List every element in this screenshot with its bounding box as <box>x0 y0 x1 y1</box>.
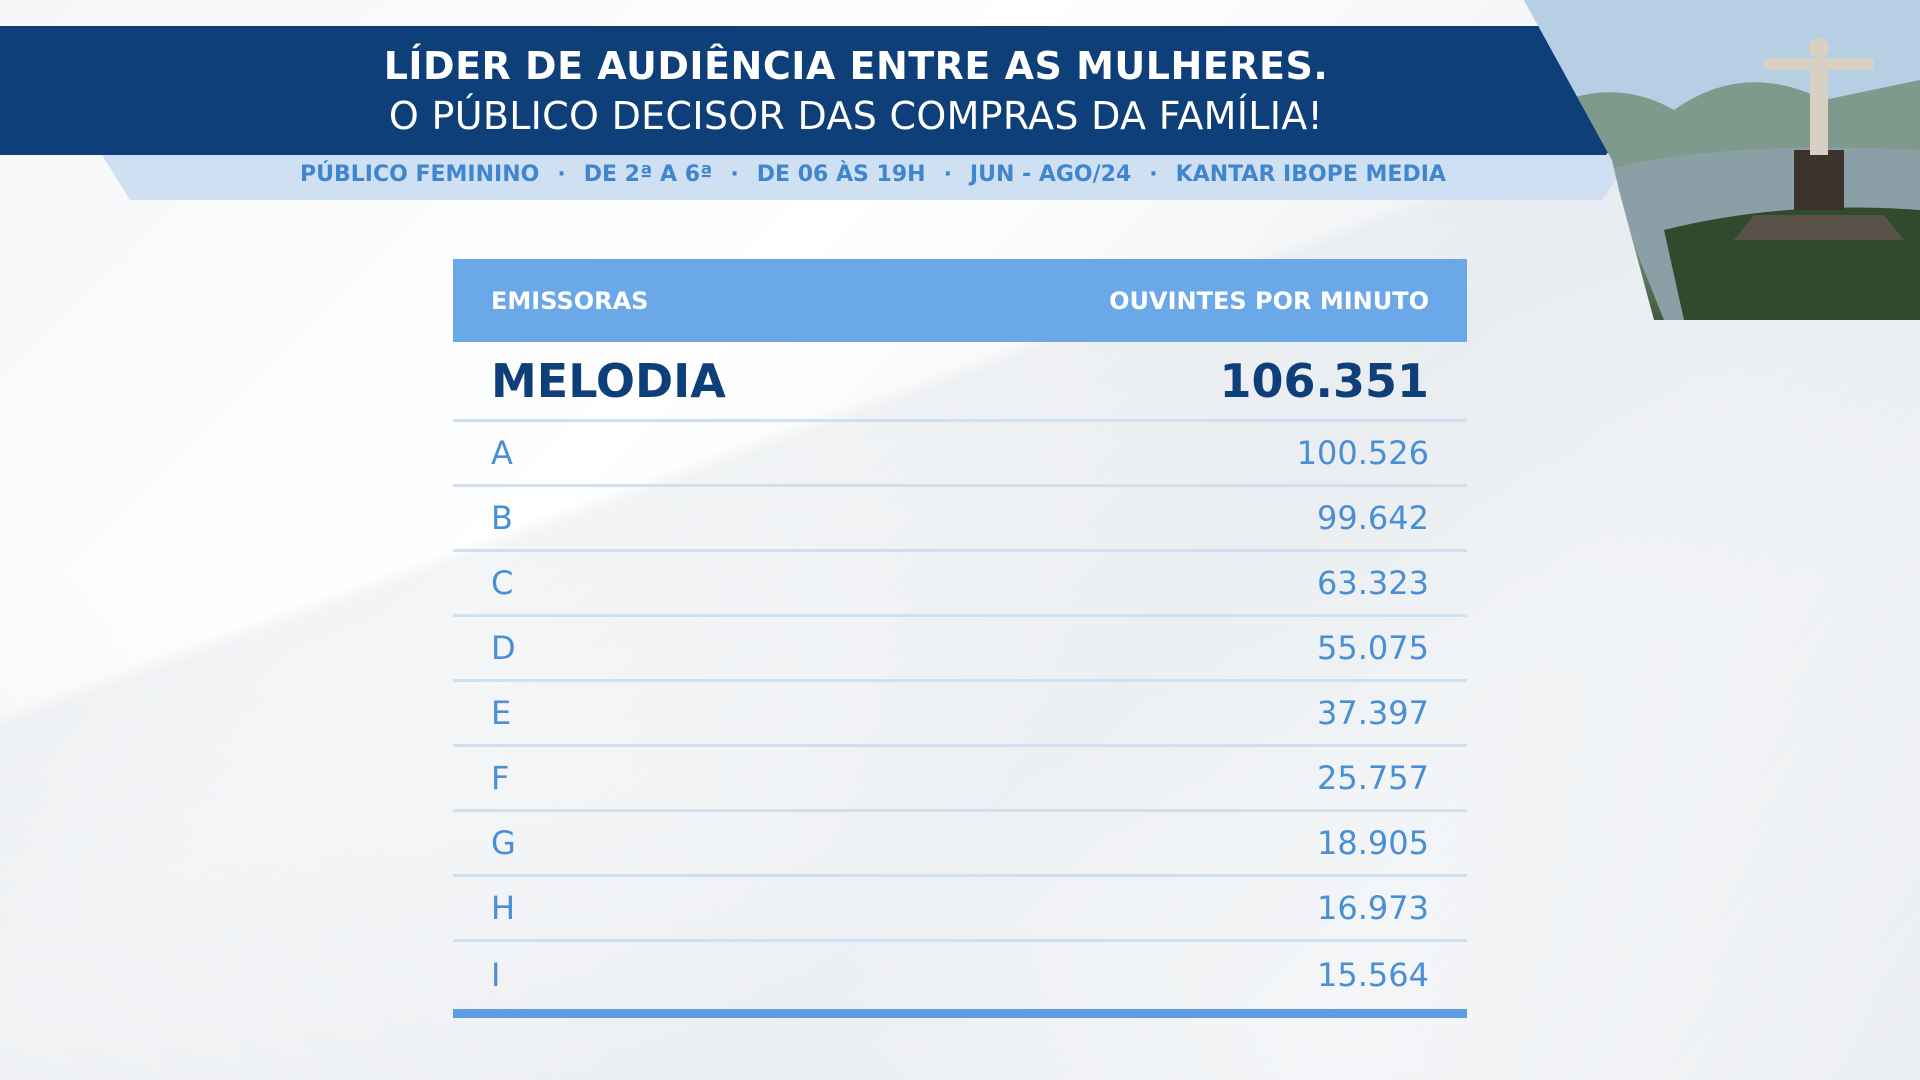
listeners-value: 37.397 <box>1317 694 1429 732</box>
listeners-value: 18.905 <box>1317 824 1429 862</box>
separator: · <box>943 162 952 187</box>
header-band <box>0 26 1712 155</box>
table-row: C 63.323 <box>453 552 1467 617</box>
audience-info: PÚBLICO FEMININO · DE 2ª A 6ª · DE 06 ÀS… <box>300 162 1446 187</box>
listeners-value: 100.526 <box>1296 434 1429 472</box>
column-header-listeners: OUVINTES POR MINUTO <box>1109 286 1429 315</box>
station-name: H <box>491 889 516 927</box>
audience-source: KANTAR IBOPE MEDIA <box>1175 162 1446 187</box>
station-name: C <box>491 564 514 602</box>
table-row: H 16.973 <box>453 877 1467 942</box>
table-header: EMISSORAS OUVINTES POR MINUTO <box>453 259 1467 342</box>
headline: LÍDER DE AUDIÊNCIA ENTRE AS MULHERES. <box>383 44 1329 88</box>
listeners-value: 63.323 <box>1317 564 1429 602</box>
station-name: B <box>491 499 513 537</box>
listeners-value: 106.351 <box>1219 353 1429 408</box>
listeners-value: 55.075 <box>1317 629 1429 667</box>
subheadline: O PÚBLICO DECISOR DAS COMPRAS DA FAMÍLIA… <box>388 94 1324 138</box>
station-name: E <box>491 694 512 732</box>
separator: · <box>557 162 566 187</box>
station-name: F <box>491 759 510 797</box>
table-row: G 18.905 <box>453 812 1467 877</box>
audience-target: PÚBLICO FEMININO <box>300 162 540 187</box>
listeners-value: 25.757 <box>1317 759 1429 797</box>
table-row: E 37.397 <box>453 682 1467 747</box>
column-header-stations: EMISSORAS <box>491 286 649 315</box>
separator: · <box>1149 162 1158 187</box>
subtitle-band <box>102 155 1634 200</box>
table-footer-bar <box>453 1009 1467 1018</box>
table-row-highlight: MELODIA 106.351 <box>453 342 1467 422</box>
table-row: B 99.642 <box>453 487 1467 552</box>
station-name: I <box>491 955 501 994</box>
table-row: F 25.757 <box>453 747 1467 812</box>
station-name: MELODIA <box>491 353 726 408</box>
table-row: A 100.526 <box>453 422 1467 487</box>
separator: · <box>730 162 739 187</box>
audience-days: DE 2ª A 6ª <box>583 162 713 187</box>
listeners-value: 99.642 <box>1317 499 1429 537</box>
audience-hours: DE 06 ÀS 19H <box>756 162 926 187</box>
christ-the-redeemer-photo <box>1524 0 1920 320</box>
audience-period: JUN - AGO/24 <box>969 162 1132 187</box>
listeners-value: 15.564 <box>1317 955 1429 994</box>
station-name: A <box>491 434 513 472</box>
listeners-value: 16.973 <box>1317 889 1429 927</box>
table-row: D 55.075 <box>453 617 1467 682</box>
audience-table: EMISSORAS OUVINTES POR MINUTO MELODIA 10… <box>453 259 1467 1018</box>
station-name: D <box>491 629 516 667</box>
table-row: I 15.564 <box>453 942 1467 1007</box>
station-name: G <box>491 824 516 862</box>
